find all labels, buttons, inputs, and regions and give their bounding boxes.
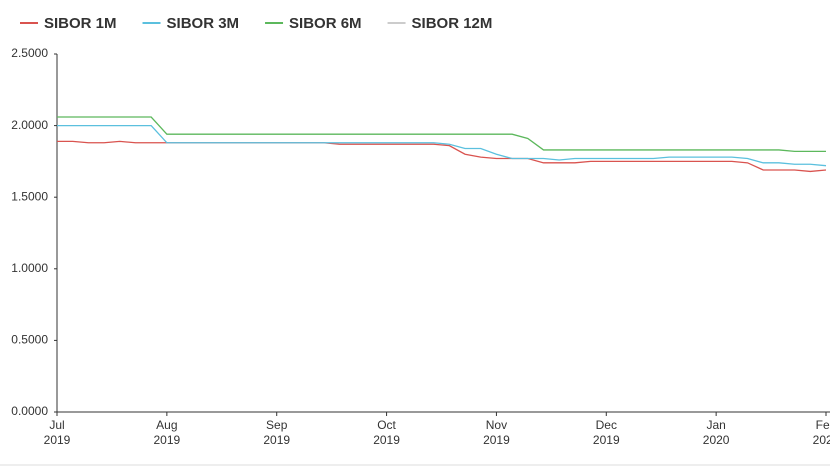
x-tick-label: Feb 2020 bbox=[812, 418, 830, 447]
y-tick-label: 1.0000 bbox=[11, 261, 48, 275]
y-tick-label: 2.5000 bbox=[11, 46, 48, 60]
x-tick-label: Jul 2019 bbox=[43, 418, 71, 447]
series-line bbox=[57, 116, 826, 153]
x-tick-label: Aug 2019 bbox=[153, 418, 181, 447]
y-tick-label: 0.5000 bbox=[11, 333, 48, 347]
x-tick-label: Dec 2019 bbox=[592, 418, 620, 447]
y-tick-label: 1.5000 bbox=[11, 189, 48, 203]
x-tick-label: Sep 2019 bbox=[263, 418, 291, 447]
legend-item[interactable]: SIBOR 1M bbox=[44, 15, 117, 32]
y-tick-label: 2.0000 bbox=[11, 118, 48, 132]
x-tick-label: Nov 2019 bbox=[483, 418, 510, 447]
series-line bbox=[57, 140, 827, 173]
legend-item[interactable]: SIBOR 12M bbox=[412, 15, 493, 32]
y-tick-label: 0.0000 bbox=[11, 404, 48, 418]
x-tick-label: Jan 2020 bbox=[702, 418, 730, 447]
series-line bbox=[57, 124, 827, 167]
legend-item[interactable]: SIBOR 6M bbox=[289, 15, 362, 32]
legend-item[interactable]: SIBOR 3M bbox=[167, 15, 240, 32]
x-tick-label: Oct 2019 bbox=[373, 418, 400, 447]
